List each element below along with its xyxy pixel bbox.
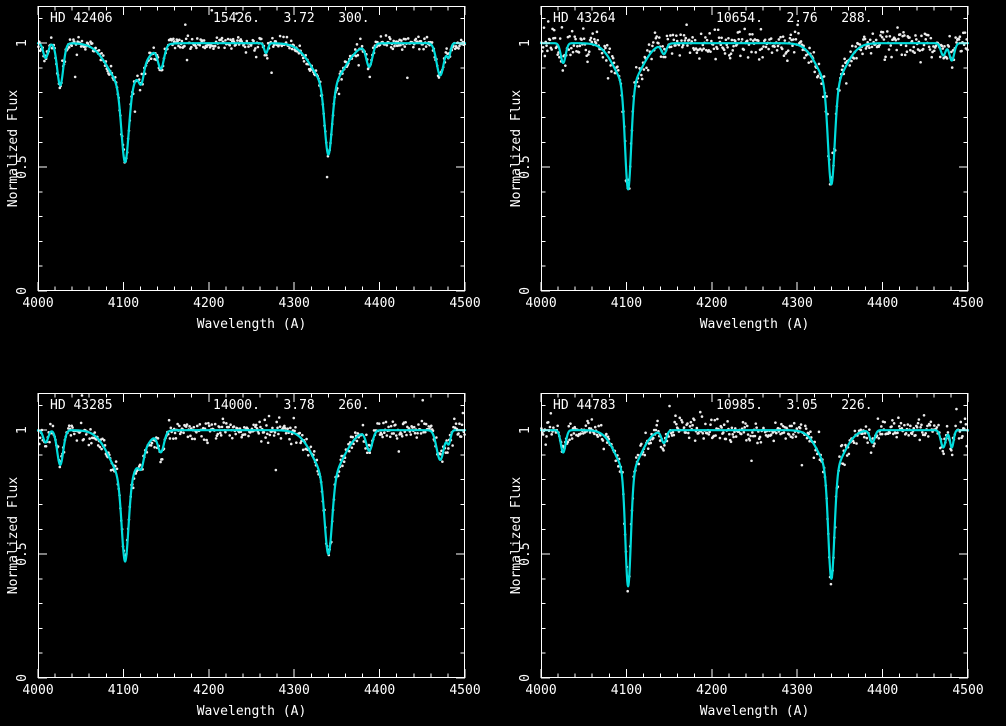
plot-border — [541, 393, 968, 678]
x-tick-label: 4400 — [364, 296, 395, 311]
x-tick-label: 4300 — [279, 296, 310, 311]
x-tick-label: 4200 — [696, 683, 727, 698]
y-axis-label: Normalized Flux — [6, 476, 21, 595]
y-tick-label: 0 — [15, 287, 30, 295]
y-tick-label: 1 — [15, 39, 30, 47]
x-tick-label: 4500 — [952, 683, 983, 698]
plot-area: 4000 4100 4200 4300 4400 4500 0 0.5 1 HD 44783 1… — [518, 393, 984, 698]
x-axis-label: Wavelength (A) — [699, 317, 810, 332]
x-tick-label: 4200 — [696, 296, 727, 311]
spectrum-panel-3: 4000 4100 4200 4300 4400 4500 0 0.5 1 HD 43285 1… — [0, 363, 503, 726]
stellar-params-label: 10985. 3.05 226. — [716, 398, 873, 413]
x-tick-label: 4200 — [193, 296, 224, 311]
y-tick-label: 1 — [15, 426, 30, 434]
x-tick-label: 4500 — [952, 296, 983, 311]
x-tick-label: 4200 — [193, 683, 224, 698]
axis-ticks — [540, 6, 969, 292]
y-axis-label: Normalized Flux — [6, 89, 21, 208]
x-tick-label: 4500 — [449, 683, 480, 698]
stellar-params-label: 15426. 3.72 300. — [213, 11, 370, 26]
x-tick-label: 4300 — [279, 683, 310, 698]
y-tick-label: 0.5 — [15, 155, 30, 178]
x-tick-label: 4000 — [22, 683, 53, 698]
y-tick-label: 0 — [518, 674, 533, 682]
x-tick-label: 4300 — [782, 683, 813, 698]
x-tick-label: 4400 — [364, 683, 395, 698]
x-tick-label: 4000 — [525, 296, 556, 311]
x-axis-label: Wavelength (A) — [196, 317, 307, 332]
x-tick-label: 4500 — [449, 296, 480, 311]
y-tick-label: 0 — [518, 287, 533, 295]
model-curve — [36, 429, 467, 563]
y-tick-label: 1 — [518, 426, 533, 434]
plot-area: 4000 4100 4200 4300 4400 4500 0 0.5 1 HD 43285 1… — [15, 393, 481, 698]
spectrum-plot-svg: 4000 4100 4200 4300 4400 4500 0 0.5 1 — [518, 6, 984, 311]
y-tick-label: 0 — [15, 674, 30, 682]
stellar-params-label: 14000. 3.78 260. — [213, 398, 370, 413]
y-tick-label: 0.5 — [518, 155, 533, 178]
x-tick-label: 4400 — [867, 296, 898, 311]
axis-ticks — [37, 6, 466, 292]
model-curve — [36, 42, 467, 164]
stellar-params-label: 10654. 2.76 288. — [716, 11, 873, 26]
x-tick-label: 4100 — [108, 683, 139, 698]
spectrum-plot-svg: 4000 4100 4200 4300 4400 4500 0 0.5 1 — [15, 6, 481, 311]
x-tick-label: 4400 — [867, 683, 898, 698]
model-curve — [539, 429, 970, 588]
spectrum-panel-2: 4000 4100 4200 4300 4400 4500 0 0.5 1 HD 43264 1… — [503, 0, 1006, 363]
observed-points — [540, 404, 969, 593]
axis-ticks — [37, 393, 466, 679]
model-curve — [539, 42, 970, 191]
star-name-label: HD 43285 — [50, 398, 113, 413]
spectrum-plot-svg: 4000 4100 4200 4300 4400 4500 0 0.5 1 — [518, 393, 984, 698]
x-axis-label: Wavelength (A) — [196, 704, 307, 719]
plot-area: 4000 4100 4200 4300 4400 4500 0 0.5 1 HD 42406 1… — [15, 6, 481, 311]
x-tick-label: 4100 — [611, 296, 642, 311]
spectrum-plot-svg: 4000 4100 4200 4300 4400 4500 0 0.5 1 — [15, 393, 481, 698]
x-tick-label: 4000 — [22, 296, 53, 311]
plot-area: 4000 4100 4200 4300 4400 4500 0 0.5 1 HD 43264 1… — [518, 6, 984, 311]
y-tick-label: 1 — [518, 39, 533, 47]
plot-border — [541, 6, 968, 291]
plot-border — [38, 6, 465, 291]
star-name-label: HD 42406 — [50, 11, 113, 26]
star-name-label: HD 44783 — [553, 398, 616, 413]
y-tick-label: 0.5 — [518, 542, 533, 565]
x-tick-label: 4100 — [108, 296, 139, 311]
axis-ticks — [540, 393, 969, 679]
spectrum-panel-4: 4000 4100 4200 4300 4400 4500 0 0.5 1 HD 44783 1… — [503, 363, 1006, 726]
observed-points — [37, 394, 466, 560]
observed-points — [37, 8, 466, 179]
x-tick-label: 4100 — [611, 683, 642, 698]
observed-points — [540, 20, 969, 190]
x-tick-label: 4300 — [782, 296, 813, 311]
plot-border — [38, 393, 465, 678]
y-tick-label: 0.5 — [15, 542, 30, 565]
y-axis-label: Normalized Flux — [509, 476, 524, 595]
star-name-label: HD 43264 — [553, 11, 616, 26]
spectrum-panel-1: 4000 4100 4200 4300 4400 4500 0 0.5 1 HD 42406 1… — [0, 0, 503, 363]
x-axis-label: Wavelength (A) — [699, 704, 810, 719]
y-axis-label: Normalized Flux — [509, 89, 524, 208]
x-tick-label: 4000 — [525, 683, 556, 698]
